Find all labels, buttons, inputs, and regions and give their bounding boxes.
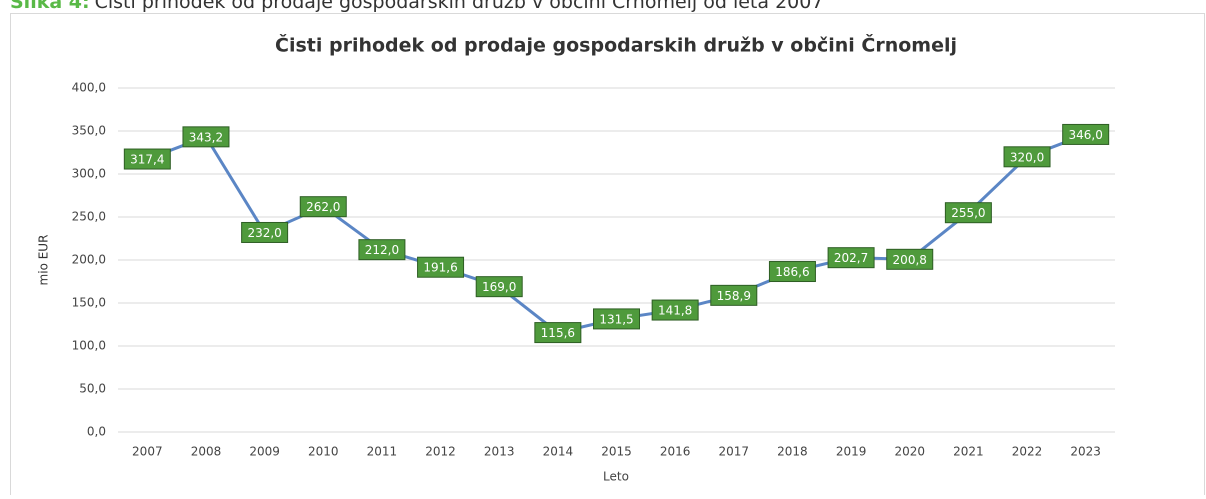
y-tick-label: 300,0 bbox=[72, 167, 106, 181]
y-tick-label: 50,0 bbox=[79, 382, 106, 396]
y-tick-label: 100,0 bbox=[72, 339, 106, 353]
caption-text: Čisti prihodek od prodaje gospodarskih d… bbox=[95, 0, 824, 13]
x-axis-label: Leto bbox=[603, 470, 629, 484]
x-tick-label: 2022 bbox=[1012, 445, 1043, 459]
data-label: 320,0 bbox=[1010, 150, 1044, 164]
y-axis-label: mio EUR bbox=[37, 235, 51, 286]
data-label-box bbox=[886, 248, 934, 270]
data-label-box bbox=[417, 256, 465, 278]
data-label: 115,6 bbox=[541, 326, 575, 340]
x-tick-label: 2014 bbox=[543, 445, 574, 459]
data-label: 232,0 bbox=[247, 226, 281, 240]
data-label-box bbox=[475, 276, 523, 298]
data-label-box bbox=[358, 239, 406, 261]
data-label: 169,0 bbox=[482, 280, 516, 294]
data-label-box bbox=[944, 202, 992, 224]
x-tick-label: 2015 bbox=[601, 445, 632, 459]
chart-title: Čisti prihodek od prodaje gospodarskih d… bbox=[275, 33, 957, 57]
y-tick-label: 400,0 bbox=[72, 81, 106, 95]
x-tick-label: 2011 bbox=[367, 445, 398, 459]
data-label-box bbox=[1062, 123, 1110, 145]
y-tick-label: 250,0 bbox=[72, 210, 106, 224]
x-tick-label: 2010 bbox=[308, 445, 339, 459]
y-tick-label: 150,0 bbox=[72, 296, 106, 310]
caption-label: Slika 4: bbox=[10, 0, 90, 13]
caption: Slika 4: Čisti prihodek od prodaje gospod… bbox=[10, 0, 823, 13]
x-tick-label: 2013 bbox=[484, 445, 515, 459]
data-label: 131,5 bbox=[599, 312, 633, 326]
data-label: 212,0 bbox=[365, 243, 399, 257]
data-label: 317,4 bbox=[130, 153, 164, 167]
data-label-box bbox=[827, 247, 875, 269]
data-label: 141,8 bbox=[658, 304, 692, 318]
data-label: 262,0 bbox=[306, 200, 340, 214]
data-label: 186,6 bbox=[775, 265, 809, 279]
x-tick-label: 2021 bbox=[953, 445, 984, 459]
data-label: 202,7 bbox=[834, 251, 868, 265]
data-label-box bbox=[710, 284, 758, 306]
data-label: 158,9 bbox=[717, 289, 751, 303]
data-label-box bbox=[651, 299, 699, 321]
data-label-box bbox=[534, 322, 582, 344]
x-tick-label: 2012 bbox=[425, 445, 456, 459]
x-tick-label: 2020 bbox=[894, 445, 925, 459]
y-tick-label: 350,0 bbox=[72, 124, 106, 138]
data-label: 346,0 bbox=[1068, 128, 1102, 142]
x-tick-label: 2016 bbox=[660, 445, 691, 459]
data-label: 255,0 bbox=[951, 206, 985, 220]
x-tick-label: 2007 bbox=[132, 445, 163, 459]
data-label-box bbox=[593, 308, 640, 330]
data-label-box bbox=[768, 261, 816, 283]
x-tick-label: 2008 bbox=[191, 445, 222, 459]
x-tick-label: 2023 bbox=[1070, 445, 1101, 459]
y-tick-label: 200,0 bbox=[72, 253, 106, 267]
data-label-box bbox=[182, 126, 230, 148]
y-tick-label: 0,0 bbox=[87, 425, 106, 439]
data-label-box bbox=[1003, 146, 1051, 168]
data-label-box bbox=[123, 148, 171, 170]
x-tick-label: 2018 bbox=[777, 445, 808, 459]
x-tick-label: 2009 bbox=[249, 445, 280, 459]
chart-frame bbox=[10, 13, 1205, 499]
data-label: 343,2 bbox=[189, 130, 223, 144]
data-label: 191,6 bbox=[423, 261, 457, 275]
x-tick-label: 2019 bbox=[836, 445, 867, 459]
x-tick-label: 2017 bbox=[719, 445, 750, 459]
data-label-box bbox=[299, 196, 347, 218]
data-label-box bbox=[241, 221, 289, 243]
data-label: 200,8 bbox=[893, 253, 927, 267]
